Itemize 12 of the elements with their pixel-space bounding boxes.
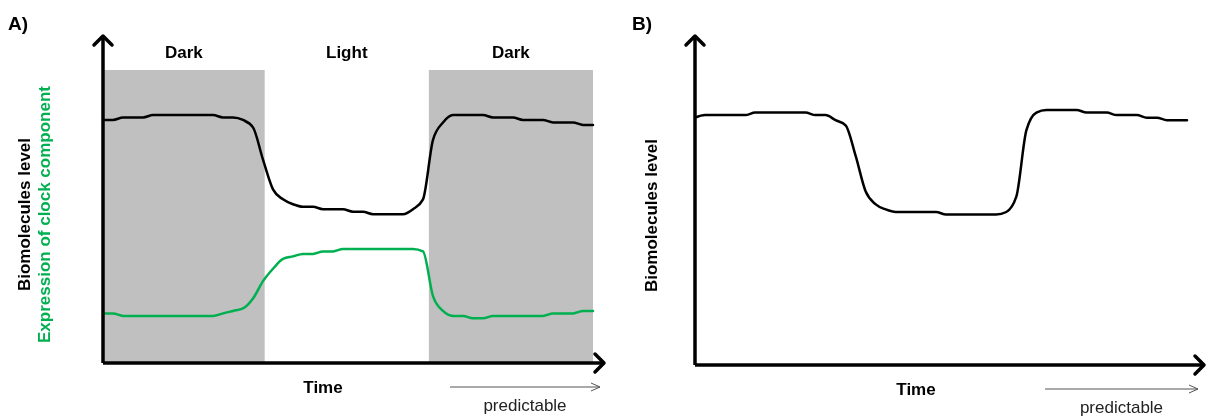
text: predictable <box>483 396 567 415</box>
text: predictable <box>1079 398 1164 417</box>
x-axis-title: Time <box>896 380 936 399</box>
text: Light <box>326 43 368 62</box>
y-axis-title: Biomolecules level <box>642 138 661 293</box>
chart-title: B) <box>632 13 653 34</box>
text: Dark <box>492 43 531 62</box>
x-axis-title: Time <box>303 378 343 397</box>
chart-title: A) <box>8 13 29 34</box>
text: Expression of clock component <box>35 85 54 343</box>
text: Dark <box>164 43 204 62</box>
text: Biomolecules level <box>15 137 34 292</box>
